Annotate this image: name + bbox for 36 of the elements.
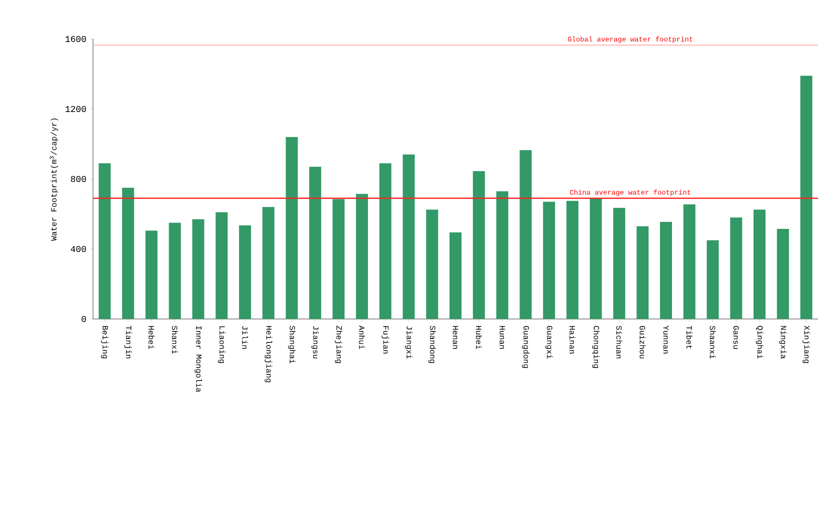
bar [262, 206, 274, 319]
bar [613, 208, 626, 319]
bar [309, 166, 322, 319]
bar [239, 225, 252, 319]
bar [402, 154, 415, 319]
y-tick-label: 1200 [66, 106, 86, 112]
bar [192, 219, 204, 319]
bar [98, 163, 111, 319]
bar [800, 76, 812, 319]
y-tick-label: 1600 [66, 36, 86, 42]
bar [450, 232, 462, 319]
bar [730, 217, 742, 319]
bar [122, 188, 134, 319]
bar [543, 202, 556, 319]
bar [356, 194, 368, 319]
bar [472, 171, 485, 319]
y-tick-label: 800 [70, 176, 86, 182]
bar [636, 226, 649, 319]
bar [566, 200, 578, 319]
bar [332, 199, 345, 319]
bar [754, 210, 766, 319]
bar [379, 163, 392, 319]
bar [706, 240, 719, 319]
bar [590, 198, 602, 319]
bar [216, 212, 228, 319]
bar [426, 210, 438, 319]
bar [520, 150, 532, 319]
bar [286, 136, 298, 319]
bar [168, 222, 181, 319]
bar [496, 191, 508, 319]
bar [776, 228, 789, 319]
bar [683, 204, 696, 319]
y-tick-label: 400 [70, 246, 86, 252]
bar [660, 222, 672, 319]
y-tick-label: 0 [82, 316, 86, 322]
bar [145, 230, 158, 319]
